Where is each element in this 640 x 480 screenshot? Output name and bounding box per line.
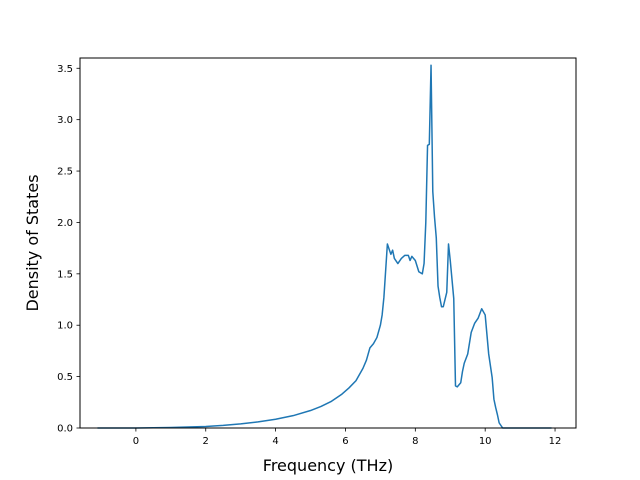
y-tick-label: 2.5: [57, 167, 73, 178]
y-tick-label: 0.5: [57, 372, 73, 383]
x-tick-label: 10: [479, 436, 492, 447]
x-tick-label: 6: [342, 436, 348, 447]
y-tick-label: 1.0: [57, 321, 73, 332]
x-axis-label: Frequency (THz): [263, 456, 393, 475]
y-tick-label: 1.5: [57, 269, 73, 280]
x-tick-label: 8: [412, 436, 418, 447]
y-tick-label: 0.0: [57, 424, 73, 435]
plot-area: [97, 64, 552, 429]
x-tick-label: 2: [203, 436, 209, 447]
y-tick-label: 3.5: [57, 64, 73, 75]
dos-series-line: [97, 64, 552, 429]
x-tick-label: 4: [272, 436, 278, 447]
x-tick-label: 12: [549, 436, 562, 447]
y-tick-label: 2.0: [57, 218, 73, 229]
y-tick-label: 3.0: [57, 115, 73, 126]
y-axis-label: Density of States: [23, 174, 42, 311]
x-tick-label: 0: [133, 436, 139, 447]
axes-frame: [79, 57, 577, 429]
axis-ticks: 0 2 4 6 8 10 12 0.0 0.5 1.0 1.5 2.0 2.5 3.0 3.5: [57, 64, 561, 447]
